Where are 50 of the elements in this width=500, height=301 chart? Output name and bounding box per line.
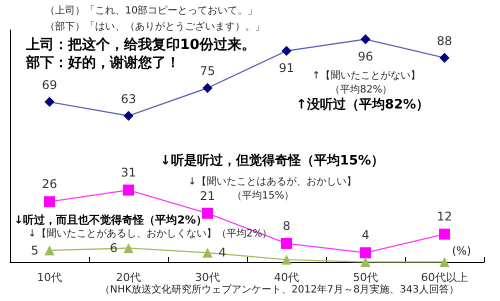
point: [124, 243, 134, 254]
data-label: 8: [282, 218, 290, 233]
point: [44, 245, 54, 256]
point: [360, 247, 371, 258]
point: [440, 52, 450, 63]
data-label: 91: [278, 60, 294, 75]
annotation: ↑没听过（平均82%）: [296, 96, 430, 112]
point: [282, 254, 292, 265]
point: [44, 96, 54, 107]
x-tick-label: 50代: [353, 271, 378, 284]
annotation: （平均15%）: [232, 190, 294, 202]
data-label: 31: [120, 166, 136, 180]
data-label: 26: [42, 177, 58, 192]
annotation: ↓听过，而且也不觉得奇怪（平均2%）: [14, 214, 207, 226]
point: [360, 34, 370, 44]
annotation: ↑【聞いたことがない】: [312, 70, 420, 82]
text: （NHK放送文化研究所ウェブアンケート、2012年7月～8月実施、343人回答）: [100, 284, 459, 296]
point: [439, 228, 450, 240]
annotation: ↓听是听过，但觉得奇怪（平均15%）: [160, 152, 384, 168]
data-label: 88: [436, 34, 452, 48]
point: [124, 110, 134, 121]
annotation: 部下：好的，谢谢您了！: [25, 54, 180, 71]
point: [440, 257, 450, 267]
x-tick-label: 20代: [116, 271, 141, 284]
x-tick-label: 60代以上: [421, 271, 468, 284]
data-label: 63: [120, 92, 136, 106]
point: [202, 208, 213, 219]
x-tick-label: 30代: [195, 271, 220, 284]
text: （上司）「これ、10部コピーとっておいて。」: [45, 4, 258, 16]
text: （部下）「はい、（ありがとうございます）。」: [45, 20, 265, 32]
annotation: 上司：把这个，给我复印10份过来。: [25, 36, 256, 53]
annotation: ↓【聞いたことはあるが、おかしい】: [188, 176, 356, 188]
point: [282, 46, 292, 56]
data-label: 21: [200, 188, 216, 203]
point: [123, 184, 134, 196]
data-label: 12: [436, 210, 452, 224]
data-label: 4: [362, 228, 370, 242]
point: [281, 238, 292, 249]
data-label: 75: [200, 64, 216, 78]
data-label: 96: [358, 49, 374, 64]
point: [360, 257, 370, 267]
annotation: （平均82%）: [330, 84, 392, 96]
x-tick-label: 10代: [37, 271, 62, 284]
data-label: 69: [42, 78, 58, 92]
annotation: (%): [452, 244, 472, 258]
point: [202, 248, 212, 258]
data-label: 5: [30, 243, 38, 258]
point: [202, 83, 212, 93]
point: [44, 196, 55, 208]
x-tick-label: 40代: [274, 271, 299, 284]
